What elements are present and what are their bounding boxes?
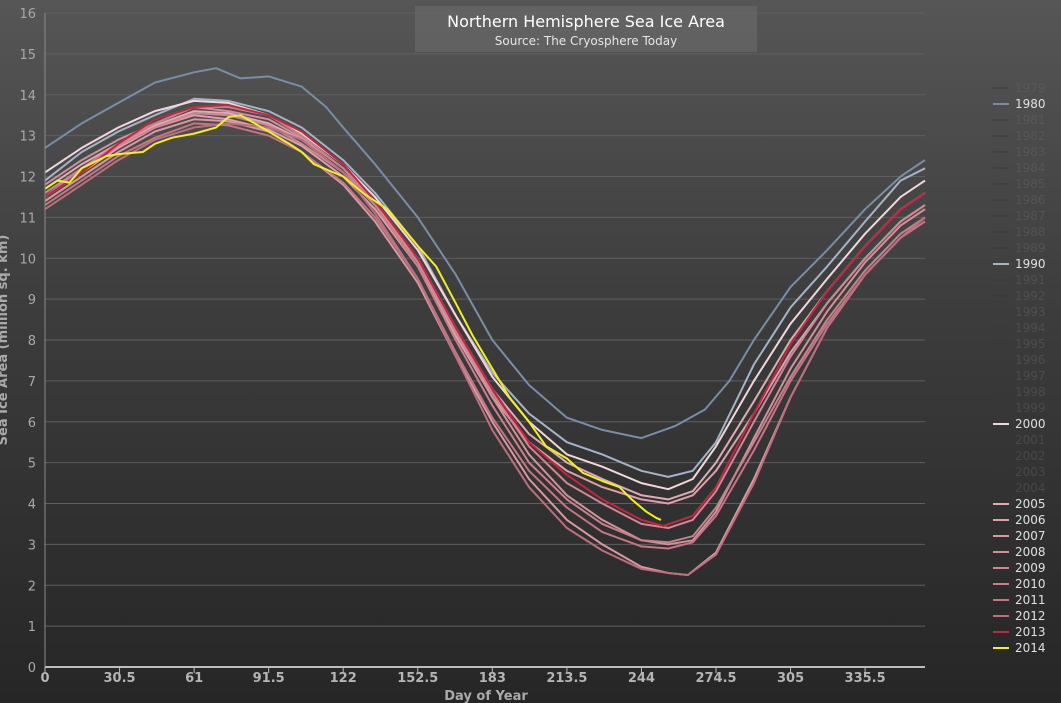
legend-item[interactable]: 2004 [1015, 481, 1046, 495]
legend-item[interactable]: 2012 [1015, 609, 1046, 623]
legend-item[interactable]: 1981 [1015, 113, 1046, 127]
legend-item[interactable]: 1986 [1015, 193, 1046, 207]
x-tick-label: 30.5 [104, 671, 136, 686]
y-tick-label: 3 [28, 538, 36, 553]
legend-item[interactable]: 1996 [1015, 353, 1046, 367]
legend-item[interactable]: 1991 [1015, 273, 1046, 287]
legend-item[interactable]: 1985 [1015, 177, 1046, 191]
x-tick-label: 61 [185, 671, 203, 686]
x-tick-label: 0 [40, 671, 49, 686]
series-line-2010 [45, 107, 925, 542]
legend-item[interactable]: 1980 [1015, 97, 1046, 111]
legend-item[interactable]: 1982 [1015, 129, 1046, 143]
y-tick-label: 6 [28, 416, 36, 431]
y-tick-label: 4 [28, 498, 36, 513]
legend-item[interactable]: 1998 [1015, 385, 1046, 399]
legend-item[interactable]: 1994 [1015, 321, 1046, 335]
x-axis-label: Day of Year [444, 689, 528, 703]
legend-item[interactable]: 1997 [1015, 369, 1046, 383]
y-tick-label: 16 [19, 7, 36, 22]
legend-item[interactable]: 2001 [1015, 433, 1046, 447]
chart-subtitle: Source: The Cryosphere Today [415, 34, 757, 48]
legend-item[interactable]: 2007 [1015, 529, 1046, 543]
legend-item[interactable]: 2005 [1015, 497, 1046, 511]
y-tick-label: 0 [28, 661, 36, 676]
legend: 1979 1980 1981 1982 1983 1984 1985 1986 1987 1988… [993, 81, 1046, 655]
series-line-2000 [45, 101, 925, 489]
x-tick-label: 213.5 [546, 671, 587, 686]
legend-item[interactable]: 2013 [1015, 625, 1046, 639]
series-line-1990 [45, 99, 925, 477]
legend-item[interactable]: 2009 [1015, 561, 1046, 575]
y-axis-label: Sea Ice Area (million sq. km) [0, 235, 11, 446]
y-tick-label: 10 [19, 252, 36, 267]
legend-item[interactable]: 2000 [1015, 417, 1046, 431]
y-tick-label: 9 [28, 293, 36, 308]
x-tick-label: 91.5 [253, 671, 285, 686]
y-tick-label: 8 [28, 334, 36, 349]
legend-item[interactable]: 1983 [1015, 145, 1046, 159]
legend-item[interactable]: 2011 [1015, 593, 1046, 607]
x-tick-label: 183 [479, 671, 506, 686]
x-tick-label: 335.5 [845, 671, 886, 686]
legend-item[interactable]: 1993 [1015, 305, 1046, 319]
x-tick-label: 305 [777, 671, 804, 686]
x-tick-label: 274.5 [695, 671, 736, 686]
y-tick-label: 5 [28, 457, 36, 472]
chart-title: Northern Hemisphere Sea Ice Area [415, 13, 757, 31]
legend-item[interactable]: 1984 [1015, 161, 1046, 175]
x-tick-label: 122 [330, 671, 357, 686]
legend-item[interactable]: 2006 [1015, 513, 1046, 527]
sea-ice-chart: 0123456789101112131415160 30.5 61 91.5 122 15… [0, 0, 1061, 703]
chart-title-box: Northern Hemisphere Sea Ice Area Source:… [415, 6, 757, 52]
y-tick-label: 7 [28, 375, 36, 390]
legend-item[interactable]: 2003 [1015, 465, 1046, 479]
y-tick-label: 11 [19, 211, 36, 226]
legend-item[interactable]: 1989 [1015, 241, 1046, 255]
y-tick-label: 2 [28, 579, 36, 594]
y-tick-label: 14 [19, 89, 36, 104]
x-tick-label: 152.5 [397, 671, 438, 686]
legend-item[interactable]: 1992 [1015, 289, 1046, 303]
legend-item[interactable]: 1987 [1015, 209, 1046, 223]
series-line-2006 [45, 115, 925, 503]
legend-item[interactable]: 1995 [1015, 337, 1046, 351]
legend-item[interactable]: 2010 [1015, 577, 1046, 591]
y-tick-label: 12 [19, 171, 36, 186]
legend-item[interactable]: 1990 [1015, 257, 1046, 271]
y-tick-label: 13 [19, 130, 36, 145]
series-lines [45, 68, 925, 575]
legend-item[interactable]: 1999 [1015, 401, 1046, 415]
legend-item[interactable]: 1979 [1015, 81, 1046, 95]
y-tick-label: 1 [28, 620, 36, 635]
y-tick-label: 15 [19, 48, 36, 63]
x-tick-label: 244 [628, 671, 655, 686]
legend-item[interactable]: 1988 [1015, 225, 1046, 239]
legend-item[interactable]: 2008 [1015, 545, 1046, 559]
legend-item[interactable]: 2002 [1015, 449, 1046, 463]
legend-item[interactable]: 2014 [1015, 641, 1046, 655]
series-line-2007 [45, 119, 925, 575]
